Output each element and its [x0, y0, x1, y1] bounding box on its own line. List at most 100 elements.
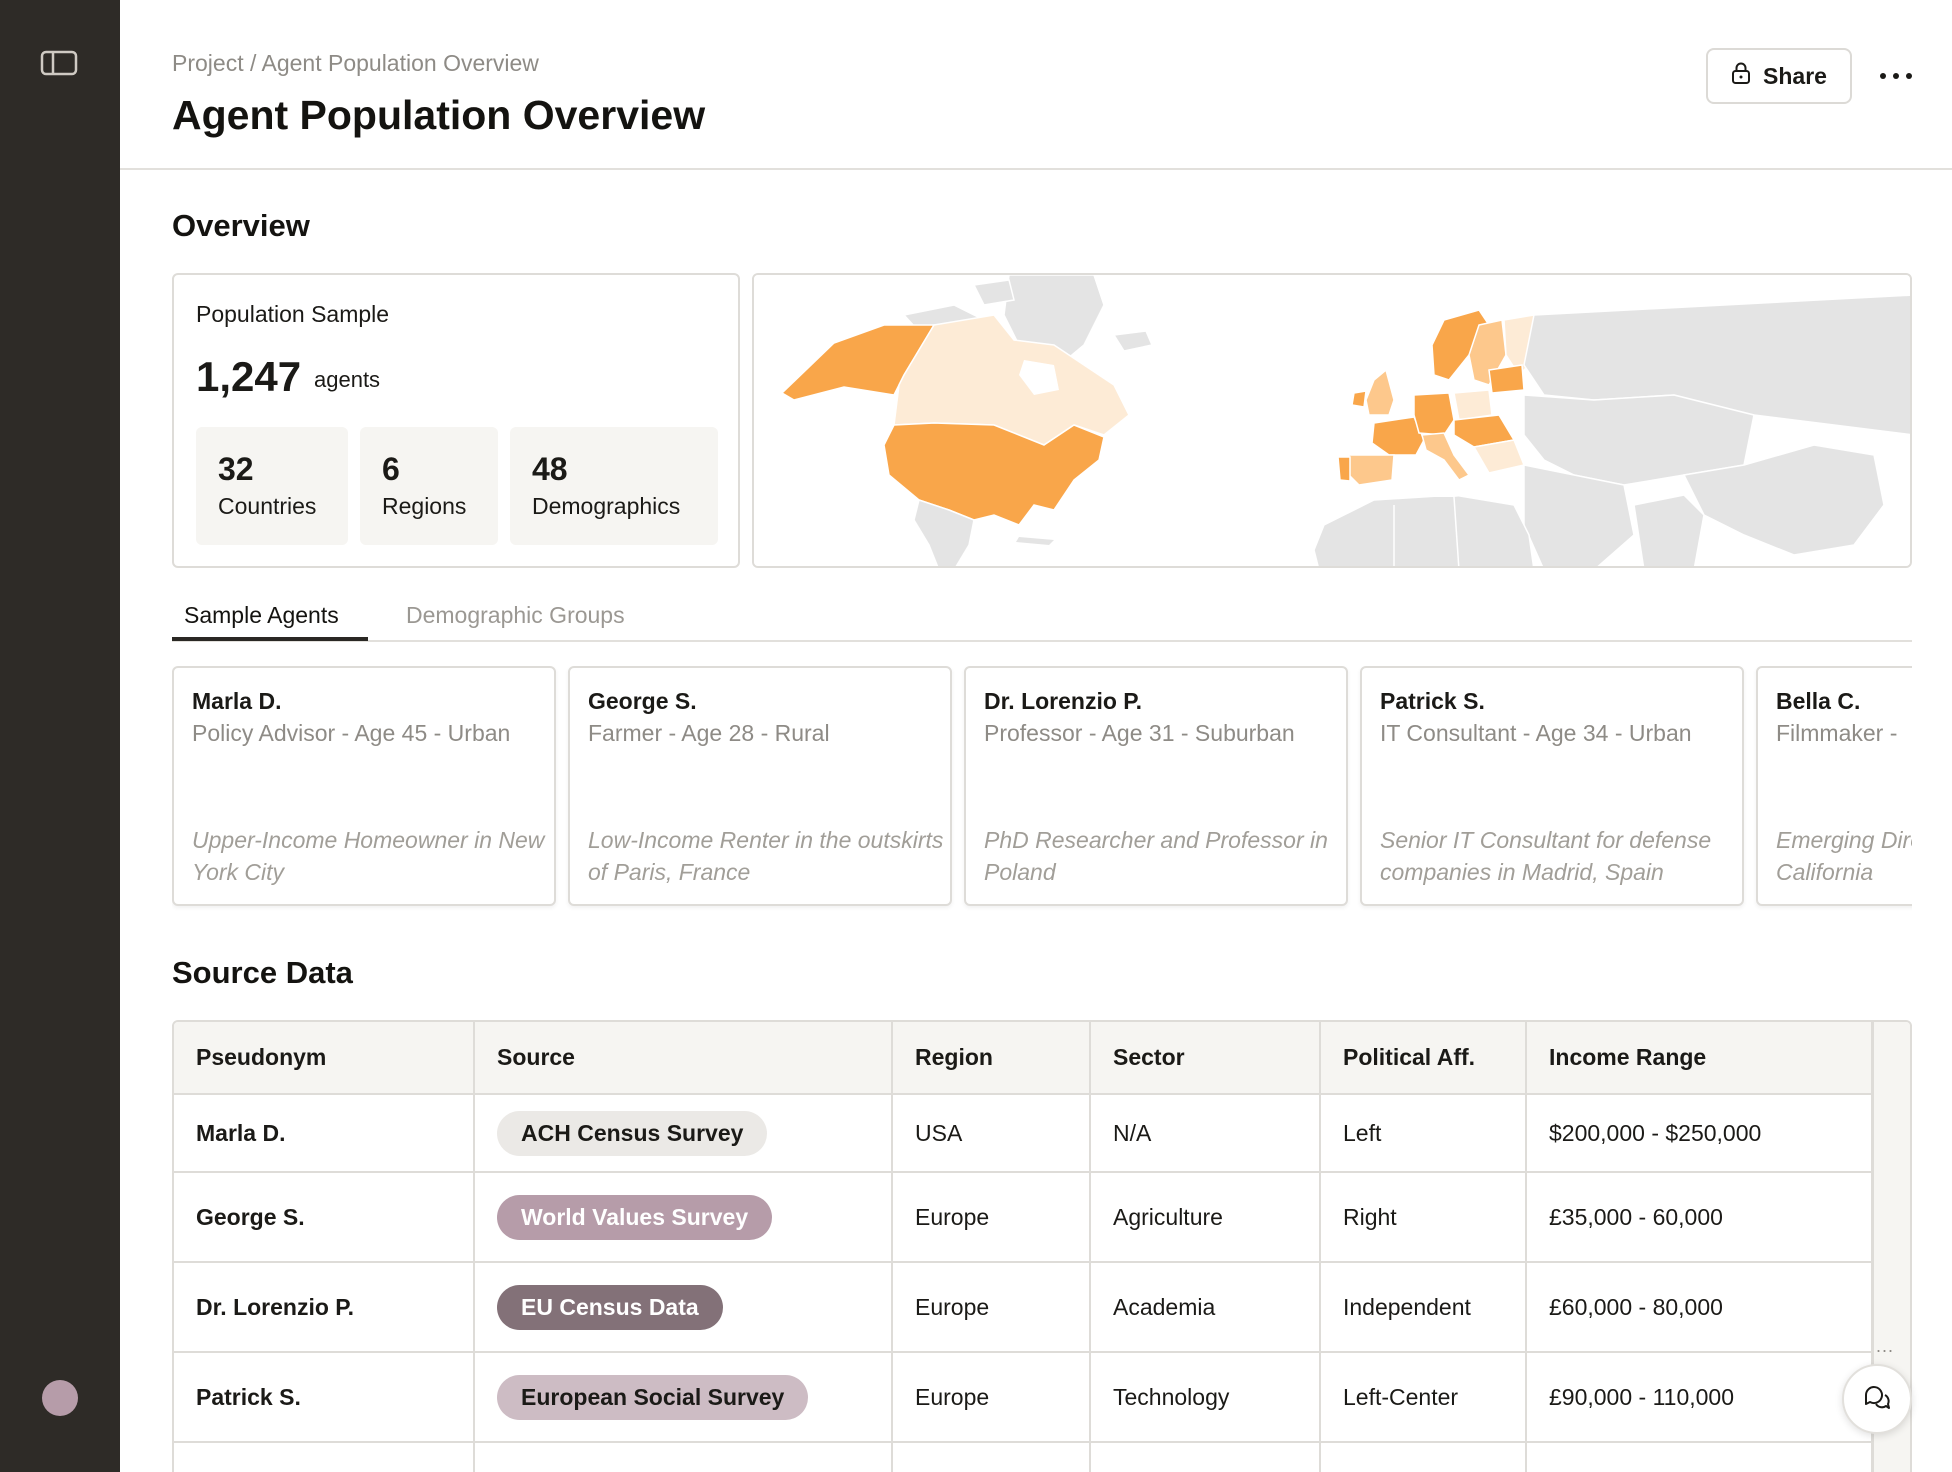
italy	[1421, 432, 1471, 481]
source-cell: European Social Survey	[474, 1352, 893, 1443]
region-cell	[892, 1442, 1091, 1472]
column-header[interactable]: Political Aff.	[1320, 1022, 1527, 1095]
sector-cell: N/A	[1090, 1094, 1321, 1173]
income-cell: $200,000 - $250,000	[1526, 1094, 1873, 1173]
agent-card[interactable]: George S. Farmer - Age 28 - Rural Low-In…	[568, 666, 952, 906]
source-data-heading: Source Data	[172, 955, 353, 990]
agent-meta: Policy Advisor - Age 45 - Urban	[192, 720, 511, 746]
pseudonym-cell	[174, 1442, 475, 1472]
column-header[interactable]: Source	[474, 1022, 893, 1095]
sector-cell	[1090, 1442, 1321, 1472]
agent-name: Patrick S.	[1380, 688, 1485, 714]
world-map-graphic	[754, 275, 1910, 566]
political-cell: Left-Center	[1320, 1352, 1527, 1443]
political-cell: Independent	[1320, 1262, 1527, 1353]
pseudonym-cell: Marla D.	[174, 1094, 475, 1173]
agent-cards: Marla D. Policy Advisor - Age 45 - Urban…	[172, 666, 1912, 911]
more-options-icon[interactable]	[1872, 58, 1920, 94]
sidebar	[0, 0, 120, 1472]
agent-name: George S.	[588, 688, 697, 714]
usa	[883, 422, 1105, 526]
lock-icon	[1731, 61, 1751, 91]
income-cell	[1526, 1442, 1873, 1472]
sector-cell: Technology	[1090, 1352, 1321, 1443]
table-row[interactable]: Dr. Lorenzio P. EU Census Data Europe Ac…	[174, 1262, 1873, 1353]
chat-button[interactable]	[1842, 1364, 1912, 1434]
population-label: Population Sample	[196, 301, 390, 327]
world-map[interactable]	[752, 273, 1912, 568]
income-cell: £35,000 - 60,000	[1526, 1172, 1873, 1263]
political-cell: Left	[1320, 1094, 1527, 1173]
ireland	[1351, 390, 1367, 408]
stat-value: 48	[532, 451, 568, 487]
sidebar-toggle-icon[interactable]	[40, 48, 80, 78]
stat-label: Countries	[218, 493, 317, 519]
avatar[interactable]	[42, 1380, 78, 1416]
share-button[interactable]: Share	[1706, 48, 1852, 104]
spain	[1348, 454, 1395, 486]
canada	[893, 314, 1130, 446]
region-cell: Europe	[892, 1262, 1091, 1353]
column-header[interactable]: Sector	[1090, 1022, 1321, 1095]
stat-value: 6	[382, 451, 400, 487]
page-header: Project / Agent Population Overview Agen…	[120, 0, 1952, 170]
uk	[1365, 368, 1395, 416]
africa	[1313, 494, 1535, 566]
agent-description: PhD Researcher and Professor in Poland	[984, 827, 1328, 885]
table-row[interactable]: Patrick S. European Social Survey Europe…	[174, 1352, 1873, 1443]
ellipsis-icon[interactable]: ...	[1876, 1336, 1895, 1356]
agent-card[interactable]: Bella C. Filmmaker - Emerging Director i…	[1756, 666, 1912, 906]
source-badge[interactable]: World Values Survey	[497, 1194, 773, 1240]
political-cell	[1320, 1442, 1527, 1472]
column-header[interactable]: Pseudonym	[174, 1022, 475, 1095]
source-badge[interactable]: EU Census Data	[497, 1284, 723, 1330]
population-count: 1,247	[196, 353, 302, 400]
poland	[1453, 389, 1493, 421]
agent-name: Dr. Lorenzio P.	[984, 688, 1143, 714]
agent-meta: Filmmaker -	[1776, 720, 1898, 746]
tab-sample-agents[interactable]: Sample Agents	[184, 602, 339, 628]
source-badge[interactable]: ACH Census Survey	[497, 1110, 768, 1156]
column-header[interactable]: Income Range	[1526, 1022, 1873, 1095]
agent-card[interactable]: Marla D. Policy Advisor - Age 45 - Urban…	[172, 666, 556, 906]
breadcrumb[interactable]: Project / Agent Population Overview	[172, 50, 539, 76]
pseudonym-cell: George S.	[174, 1172, 475, 1263]
agent-meta: Professor - Age 31 - Suburban	[984, 720, 1295, 746]
source-badge[interactable]: European Social Survey	[497, 1374, 809, 1420]
source-cell: ACH Census Survey	[474, 1094, 893, 1173]
agent-name: Marla D.	[192, 688, 282, 714]
agent-card[interactable]: Dr. Lorenzio P. Professor - Age 31 - Sub…	[964, 666, 1348, 906]
region-cell: Europe	[892, 1352, 1091, 1443]
stat-value: 32	[218, 451, 254, 487]
agent-description: Low-Income Renter in the outskirts of Pa…	[588, 827, 944, 885]
column-header[interactable]: Region	[892, 1022, 1091, 1095]
stat-regions: 6 Regions	[360, 427, 498, 545]
agent-description: Emerging Director in Los Angeles, Califo…	[1776, 827, 1912, 885]
income-cell: £90,000 - 110,000	[1526, 1352, 1873, 1443]
source-cell: EU Census Data	[474, 1262, 893, 1353]
agent-name: Bella C.	[1776, 688, 1861, 714]
table-row[interactable]: George S. World Values Survey Europe Agr…	[174, 1172, 1873, 1263]
pseudonym-cell: Patrick S.	[174, 1352, 475, 1443]
chat-icon	[1863, 1383, 1891, 1416]
agent-description: Senior IT Consultant for defense compani…	[1380, 827, 1712, 885]
germany	[1413, 392, 1455, 436]
source-cell: World Values Survey	[474, 1172, 893, 1263]
sector-cell: Agriculture	[1090, 1172, 1321, 1263]
source-cell	[474, 1442, 893, 1472]
table-header-row: Pseudonym Source Region Sector Political…	[174, 1022, 1873, 1095]
political-cell: Right	[1320, 1172, 1527, 1263]
table-row[interactable]: Marla D. ACH Census Survey USA N/A Left …	[174, 1094, 1873, 1173]
income-cell: £60,000 - 80,000	[1526, 1262, 1873, 1353]
agent-meta: IT Consultant - Age 34 - Urban	[1380, 720, 1692, 746]
tab-bar: Sample Agents Demographic Groups	[172, 590, 1912, 642]
stat-label: Demographics	[532, 493, 681, 519]
table-row[interactable]	[174, 1442, 1873, 1472]
source-data-table: Pseudonym Source Region Sector Political…	[172, 1020, 1912, 1472]
stat-countries: 32 Countries	[196, 427, 348, 545]
agent-card[interactable]: Patrick S. IT Consultant - Age 34 - Urba…	[1360, 666, 1744, 906]
portugal	[1337, 456, 1351, 482]
main-content: Project / Agent Population Overview Agen…	[120, 0, 1952, 1472]
tab-demographic-groups[interactable]: Demographic Groups	[406, 602, 625, 628]
population-sample-card: Population Sample 1,247 agents 32 Countr…	[172, 273, 740, 568]
